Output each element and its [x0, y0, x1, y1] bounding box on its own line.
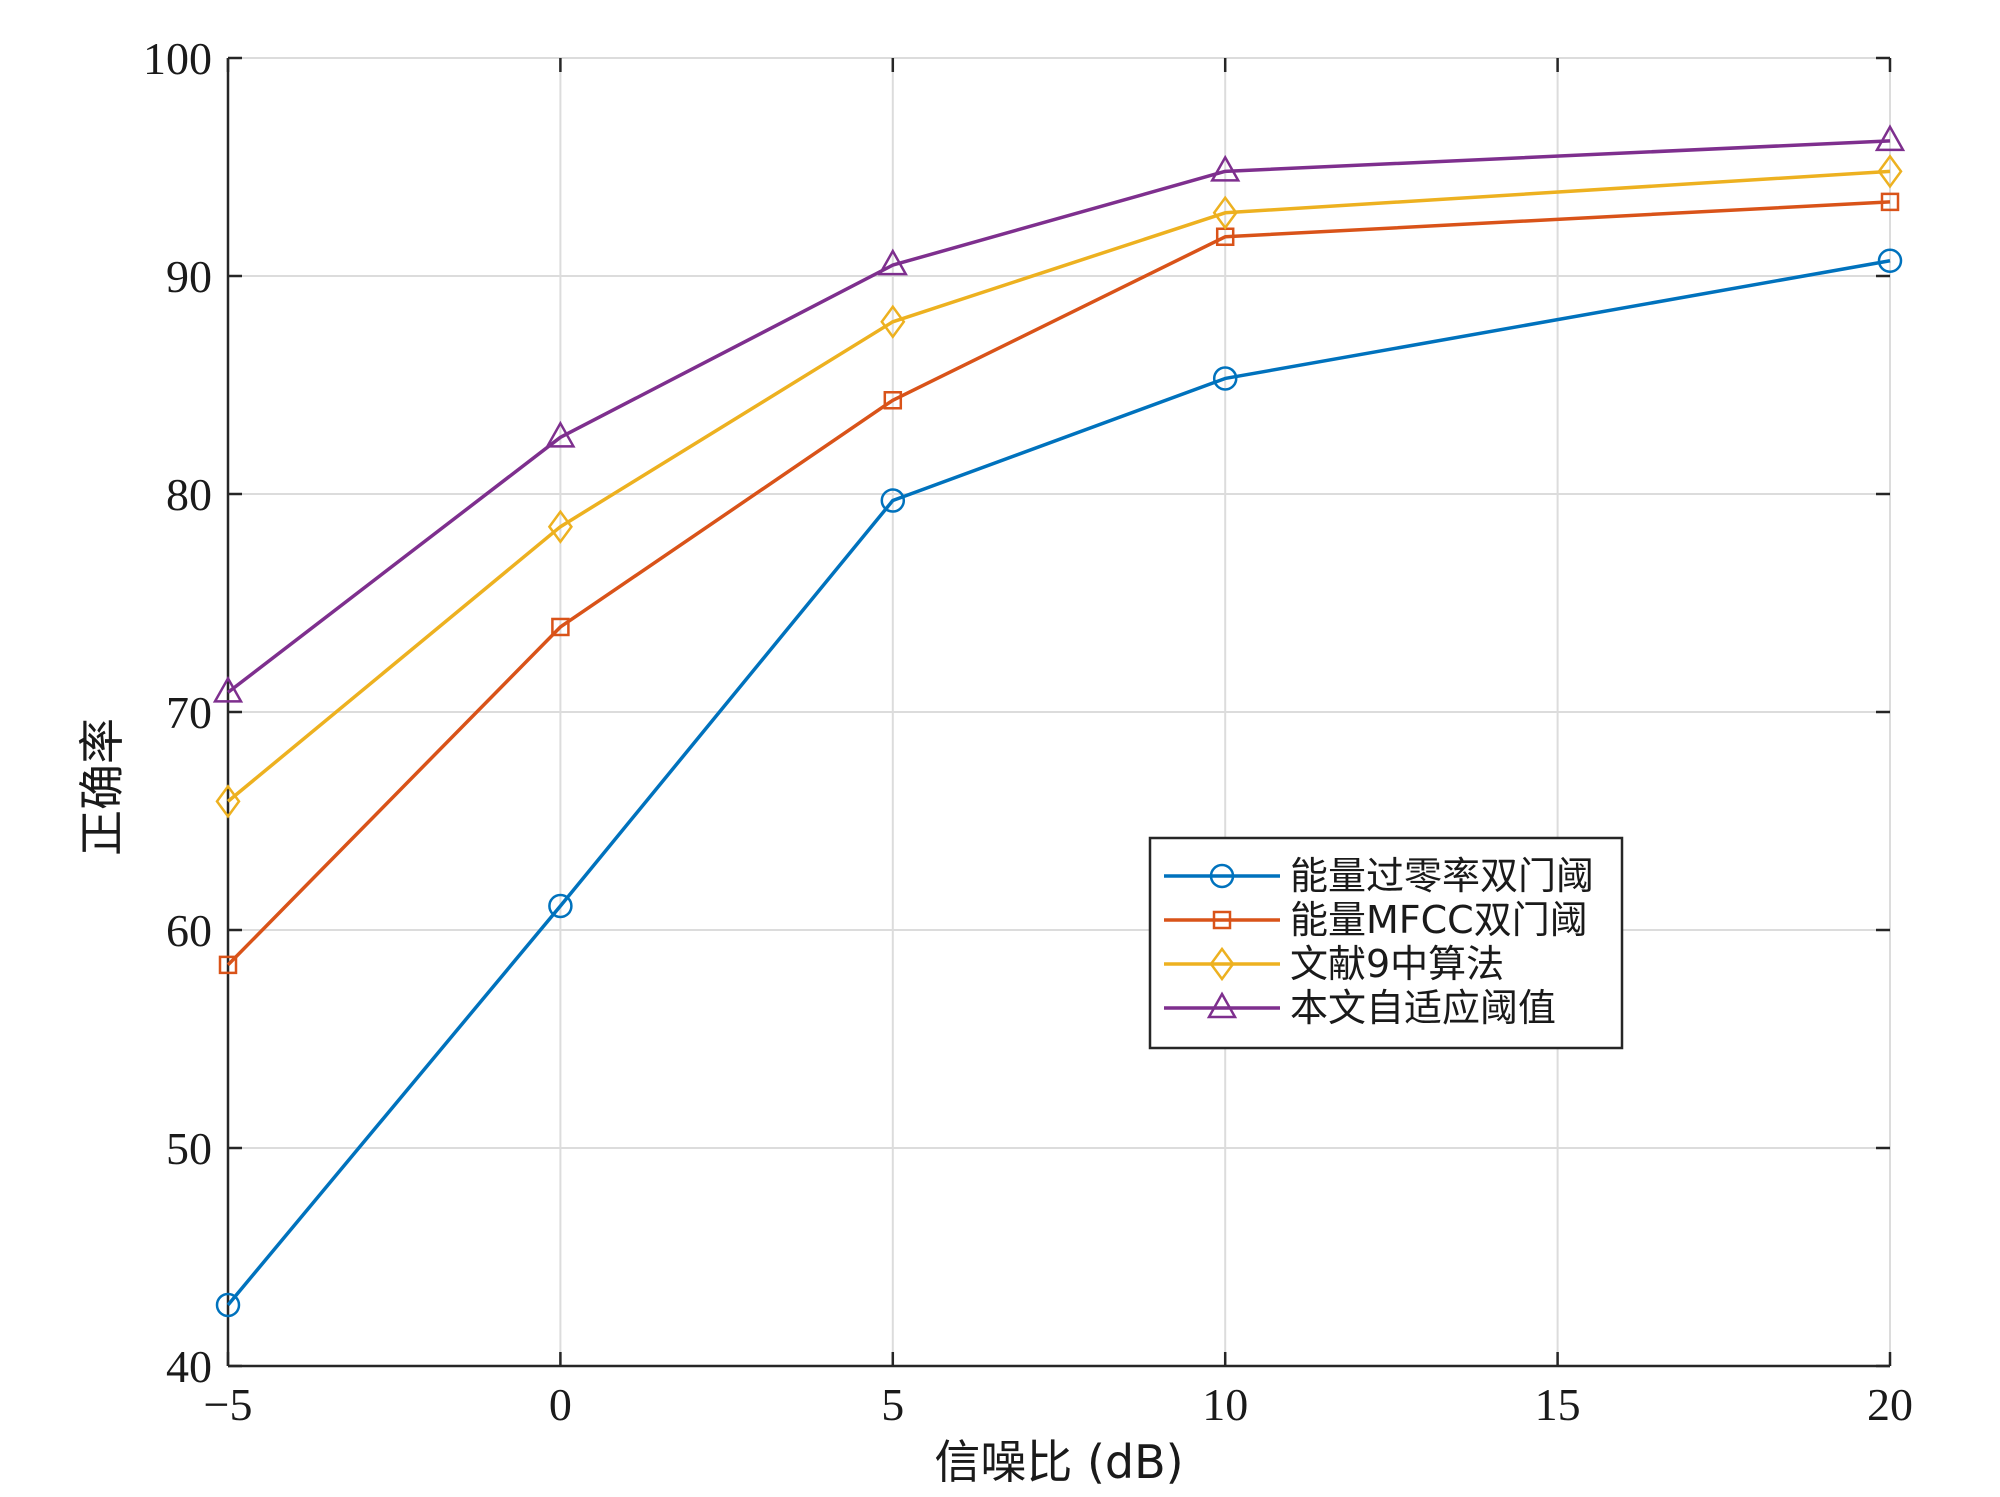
series-1 — [215, 248, 1903, 1318]
legend-marker — [1209, 946, 1235, 982]
data-point — [880, 304, 906, 339]
series-3 — [215, 154, 1903, 819]
data-point — [1210, 154, 1241, 182]
data-point — [215, 1292, 241, 1318]
y-tick-label: 50 — [166, 1123, 212, 1174]
x-tick-label: 20 — [1867, 1379, 1913, 1430]
legend-label: 能量过零率双门阈 — [1290, 854, 1594, 898]
legend-label: 文献9中算法 — [1290, 942, 1504, 986]
data-point — [1212, 366, 1238, 391]
data-point — [218, 955, 238, 975]
legend-box — [1148, 836, 1624, 1050]
data-point — [1212, 195, 1238, 230]
x-tick-label: 15 — [1535, 1379, 1581, 1430]
data-point — [547, 509, 573, 544]
y-tick-label: 90 — [166, 251, 212, 302]
data-point — [545, 420, 576, 448]
data-point — [877, 248, 908, 276]
x-tick-label: −5 — [204, 1379, 253, 1430]
y-tick-label: 70 — [166, 687, 212, 738]
legend-entry: 能量过零率双门阈 — [1164, 854, 1594, 898]
data-point — [1880, 192, 1900, 212]
legend-entry: 能量MFCC双门阈 — [1164, 898, 1588, 942]
series-line — [226, 200, 1891, 967]
y-tick-label: 40 — [166, 1341, 212, 1392]
legend-marker — [1212, 910, 1232, 930]
x-tick-label: 5 — [881, 1379, 904, 1430]
y-axis-label: 正确率 — [75, 718, 129, 856]
tick-labels: −5 0 5 10 15 20 40 50 60 70 80 90 100 — [143, 33, 1913, 1430]
data-point — [212, 675, 244, 703]
data-point — [880, 488, 906, 513]
series-line — [226, 259, 1891, 1307]
series-2 — [218, 192, 1900, 975]
y-tick-label: 100 — [143, 33, 212, 84]
y-tick-label: 80 — [166, 469, 212, 520]
legend-label: 本文自适应阈值 — [1290, 986, 1556, 1030]
axes — [226, 56, 1892, 1368]
data-point — [1877, 248, 1903, 273]
series-group — [212, 124, 1906, 1318]
legend-marker — [1209, 863, 1235, 889]
legend-marker — [1206, 991, 1238, 1019]
data-point — [1874, 124, 1906, 152]
series-4 — [212, 124, 1906, 703]
data-point — [883, 391, 903, 410]
data-point — [215, 784, 241, 819]
data-point — [548, 893, 573, 919]
x-tick-label: 0 — [549, 1379, 572, 1430]
x-tick-label: 10 — [1202, 1379, 1248, 1430]
legend-label: 能量MFCC双门阈 — [1290, 898, 1588, 942]
x-axis-label: 信噪比 (dB) — [934, 1435, 1183, 1489]
y-tick-label: 60 — [166, 905, 212, 956]
series-line — [226, 139, 1891, 694]
series-line — [226, 169, 1891, 803]
data-point — [551, 617, 570, 637]
legend-entry: 文献9中算法 — [1164, 942, 1504, 986]
legend-entry: 本文自适应阈值 — [1164, 986, 1556, 1030]
data-point — [1877, 154, 1903, 189]
